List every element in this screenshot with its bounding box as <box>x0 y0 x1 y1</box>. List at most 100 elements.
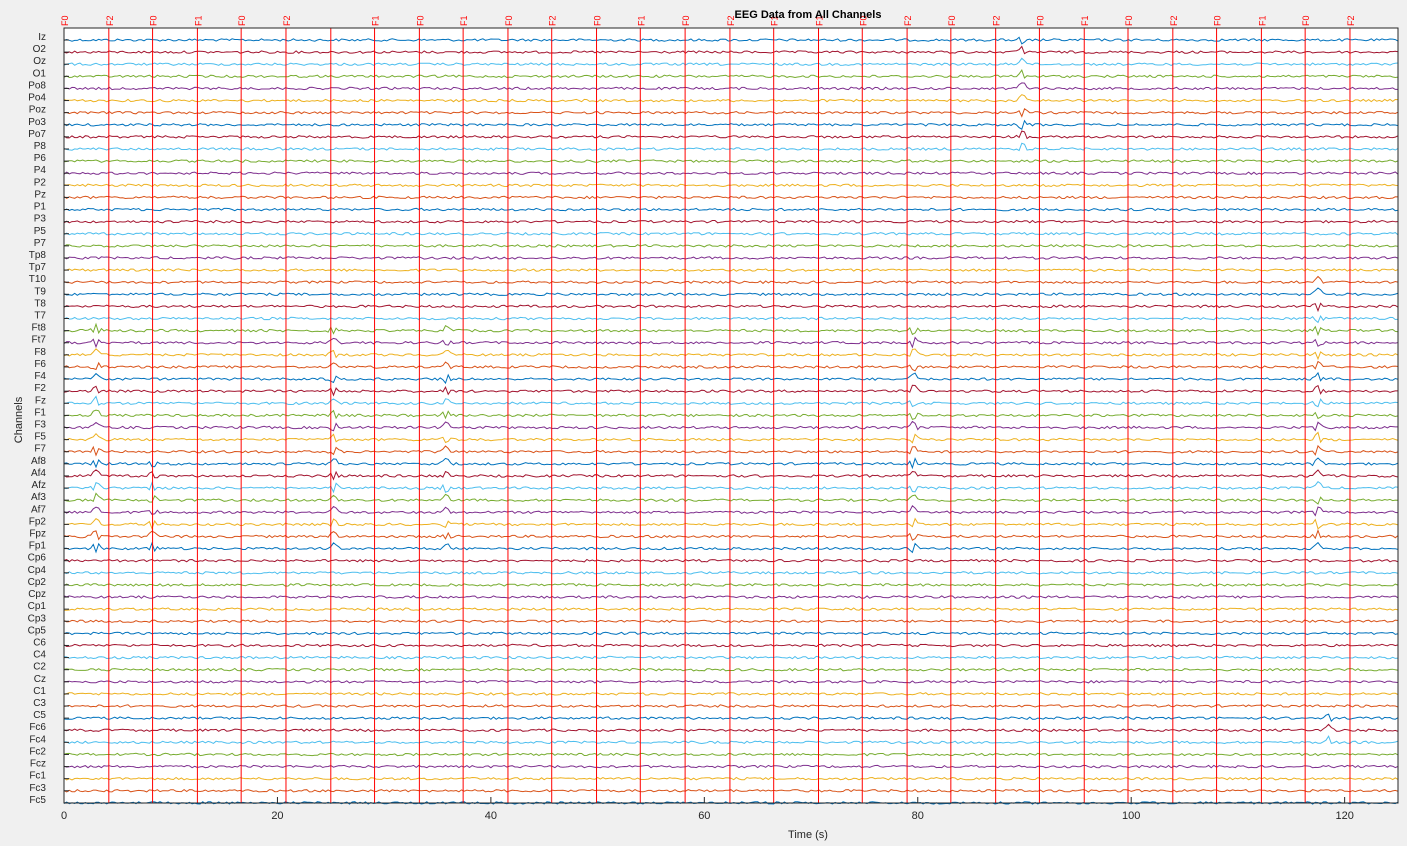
event-label: F2 <box>105 15 115 26</box>
y-tick-label: Cp3 <box>28 613 47 624</box>
y-tick-label: C2 <box>33 662 46 673</box>
event-label: F0 <box>1124 15 1134 26</box>
y-tick-label: Fp1 <box>29 541 47 552</box>
event-label: F2 <box>1346 15 1356 26</box>
y-tick-label: Cz <box>34 674 46 685</box>
x-tick-label: 40 <box>485 810 497 822</box>
y-tick-label: Fc1 <box>29 771 46 782</box>
y-tick-label: F1 <box>34 407 46 418</box>
y-tick-label: C6 <box>33 637 46 648</box>
event-label: F0 <box>149 15 159 26</box>
y-tick-label: Fcz <box>30 759 46 770</box>
y-tick-label: T7 <box>34 311 46 322</box>
event-label: F1 <box>371 15 381 26</box>
y-tick-label: Poz <box>29 105 46 116</box>
y-tick-label: F7 <box>34 444 46 455</box>
y-tick-label: Af4 <box>31 468 46 479</box>
y-tick-label: F8 <box>34 347 46 358</box>
x-tick-label: 120 <box>1335 810 1353 822</box>
y-tick-label: F3 <box>34 420 46 431</box>
event-label: F0 <box>593 15 603 26</box>
event-label: F0 <box>1035 15 1045 26</box>
event-label: F2 <box>992 15 1002 26</box>
y-tick-label: P4 <box>34 165 47 176</box>
y-tick-label: Cp5 <box>28 625 47 636</box>
y-tick-label: P6 <box>34 153 47 164</box>
y-tick-label: F2 <box>34 383 46 394</box>
y-tick-label: Po4 <box>28 93 46 104</box>
y-tick-label: P8 <box>34 141 47 152</box>
event-label: F0 <box>681 15 691 26</box>
y-tick-label: T9 <box>34 286 46 297</box>
event-label: F1 <box>193 15 203 26</box>
event-label: F1 <box>815 15 825 26</box>
y-tick-label: O2 <box>33 44 47 55</box>
y-tick-label: C5 <box>33 710 46 721</box>
y-tick-label: C4 <box>33 650 46 661</box>
event-label: F0 <box>947 15 957 26</box>
y-tick-label: Fc4 <box>29 734 46 745</box>
chart-title: EEG Data from All Channels <box>735 9 882 21</box>
event-label: F1 <box>1257 15 1267 26</box>
y-tick-label: Oz <box>33 56 46 67</box>
x-tick-label: 80 <box>912 810 924 822</box>
y-tick-label: Tp7 <box>29 262 47 273</box>
event-label: F2 <box>282 15 292 26</box>
y-tick-label: Fpz <box>29 528 46 539</box>
y-tick-label: Iz <box>38 32 46 43</box>
y-tick-label: Cp4 <box>28 565 47 576</box>
event-label: F1 <box>459 15 469 26</box>
y-tick-label: Fz <box>35 395 46 406</box>
y-tick-label: Fc3 <box>29 783 46 794</box>
y-tick-label: C3 <box>33 698 46 709</box>
y-tick-label: P3 <box>34 214 47 225</box>
y-tick-label: Ft8 <box>32 323 47 334</box>
y-tick-label: Fc6 <box>29 722 46 733</box>
event-label: F2 <box>903 15 913 26</box>
y-tick-label: Cp2 <box>28 577 47 588</box>
y-tick-label: Fc5 <box>29 795 46 806</box>
event-label: F0 <box>1301 15 1311 26</box>
y-tick-label: P1 <box>34 202 47 213</box>
event-label: F1 <box>770 15 780 26</box>
y-tick-label: Po8 <box>28 80 46 91</box>
x-tick-label: 60 <box>698 810 710 822</box>
y-tick-label: C1 <box>33 686 46 697</box>
x-tick-label: 0 <box>61 810 67 822</box>
y-tick-label: Cp1 <box>28 601 47 612</box>
y-tick-label: Af7 <box>31 504 46 515</box>
y-tick-label: T8 <box>34 298 46 309</box>
event-label: F0 <box>504 15 514 26</box>
y-tick-label: Af8 <box>31 456 46 467</box>
y-axis-label: Channels <box>13 396 25 443</box>
event-label: F2 <box>548 15 558 26</box>
event-label: F0 <box>60 15 70 26</box>
x-tick-label: 100 <box>1122 810 1140 822</box>
y-tick-label: Tp8 <box>29 250 47 261</box>
event-label: F2 <box>726 15 736 26</box>
event-label: F2 <box>1169 15 1179 26</box>
y-tick-label: Cp6 <box>28 553 47 564</box>
event-label: F0 <box>858 15 868 26</box>
event-label: F1 <box>636 15 646 26</box>
x-tick-label: 20 <box>271 810 283 822</box>
event-label: F0 <box>415 15 425 26</box>
y-tick-label: P7 <box>34 238 47 249</box>
y-tick-label: Cpz <box>28 589 46 600</box>
y-tick-label: Af3 <box>31 492 46 503</box>
y-tick-label: F6 <box>34 359 46 370</box>
y-tick-label: Fp2 <box>29 516 47 527</box>
x-axis-label: Time (s) <box>788 829 828 841</box>
y-tick-label: P5 <box>34 226 47 237</box>
y-tick-label: T10 <box>29 274 47 285</box>
y-tick-label: Po7 <box>28 129 46 140</box>
y-tick-label: Po3 <box>28 117 46 128</box>
x-axis-ticks: 0 20 40 60 80 100 120 <box>61 797 1354 822</box>
y-tick-label: P2 <box>34 177 47 188</box>
event-label: F1 <box>1080 15 1090 26</box>
event-label: F0 <box>1213 15 1223 26</box>
y-tick-label: Pz <box>34 189 46 200</box>
event-label: F0 <box>237 15 247 26</box>
